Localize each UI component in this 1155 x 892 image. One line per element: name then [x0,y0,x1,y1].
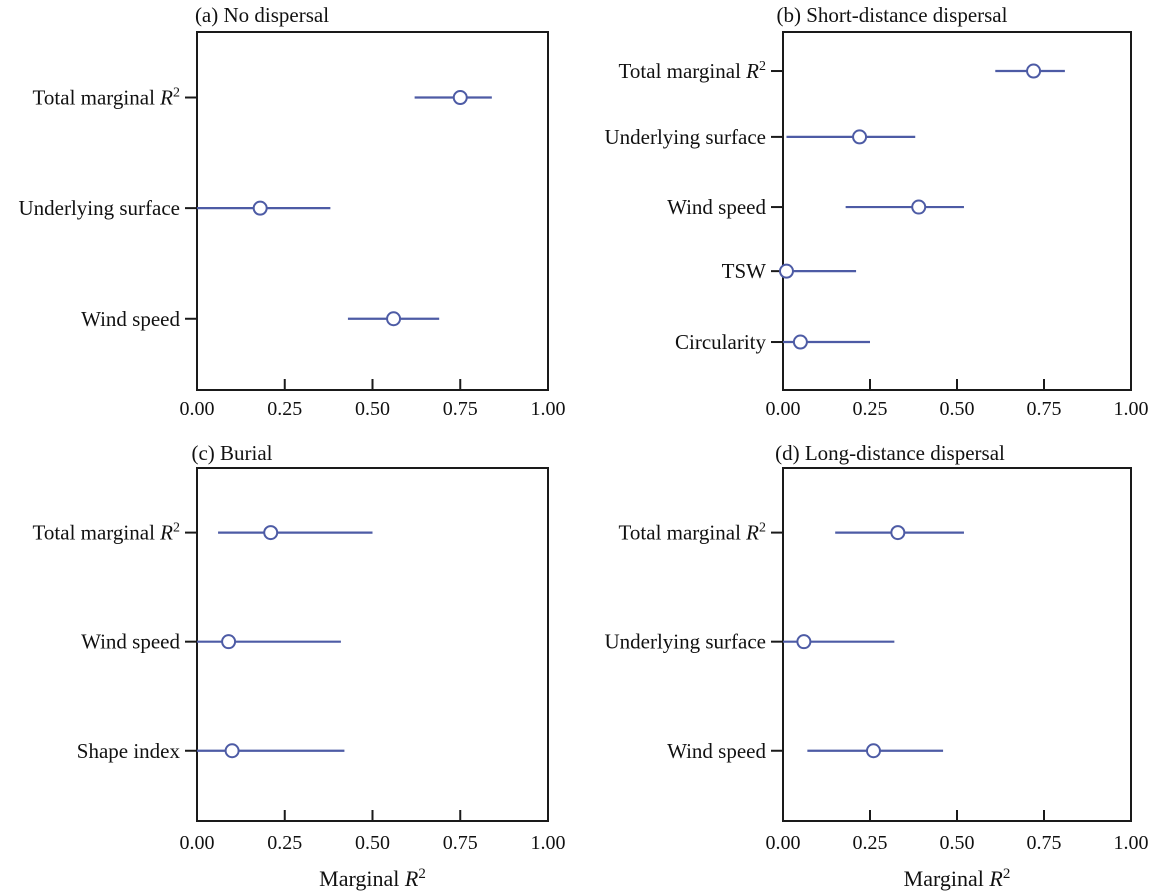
data-point [911,199,927,215]
panel-svg-d: (d) Long-distance dispersal 0.00 0.25 0.50 0… [604,441,1149,891]
x-tick-label: 0.50 [940,832,975,854]
x-tick-label: 0.75 [443,398,478,420]
category-label: Wind speed [667,739,766,763]
panel-title: (b) Short-distance dispersal [777,3,1008,27]
x-tick-label: 1.00 [531,832,566,854]
x-tick-label: 1.00 [1114,832,1149,854]
data-point [865,743,881,759]
category-label: TSW [722,259,767,283]
x-tick-label: 0.00 [180,398,215,420]
category-label: Total marginal R2 [33,86,180,110]
data-point [263,525,279,541]
x-tick-label: 0.25 [853,398,888,420]
data-point [386,311,402,327]
x-axis-label: Marginal R2 [904,866,1011,891]
x-tick-label: 1.00 [1114,398,1149,420]
x-tick-label: 0.00 [180,832,215,854]
x-axis-label: Marginal R2 [319,866,426,891]
plot-box [782,31,1132,391]
x-tick-label: 0.00 [766,832,801,854]
category-label: Total marginal R2 [619,521,766,545]
x-tick-label: 0.00 [766,398,801,420]
x-tick-label: 0.75 [1027,398,1062,420]
category-label: Circularity [675,330,766,354]
plot-box [782,467,1132,822]
data-point [852,129,868,145]
panel-title: (d) Long-distance dispersal [775,441,1005,465]
panel-burial: (c) Burial 0.00 0.25 0.50 0.75 1.00 Marginal R… [0,440,577,892]
category-label: Wind speed [81,307,180,331]
panel-long-distance-dispersal: (d) Long-distance dispersal 0.00 0.25 0.50 0… [578,440,1155,892]
data-point [796,634,812,650]
data-point [252,200,268,216]
plot-box [196,31,549,391]
x-tick-label: 0.50 [940,398,975,420]
x-tick-label: 0.50 [355,398,390,420]
category-label: Underlying surface [604,630,766,654]
category-label: Total marginal R2 [33,521,180,545]
x-tick-label: 0.25 [853,832,888,854]
data-point [792,334,808,350]
panel-svg-c: (c) Burial 0.00 0.25 0.50 0.75 1.00 Marginal R… [33,441,566,891]
data-point [452,90,468,106]
category-label: Total marginal R2 [619,59,766,83]
data-point [890,525,906,541]
x-tick-label: 0.25 [267,398,302,420]
x-tick-label: 0.75 [443,832,478,854]
panel-no-dispersal: (a) No dispersal 0.00 0.25 0.50 0.75 1.00 Tota… [0,0,577,440]
panel-svg-a: (a) No dispersal 0.00 0.25 0.50 0.75 1.00 Tota… [18,3,566,420]
panel-title: (c) Burial [191,441,272,465]
category-label: Underlying surface [604,125,766,149]
data-point [221,634,237,650]
panel-svg-b: (b) Short-distance dispersal 0.00 0.25 0.50… [604,3,1149,420]
category-label: Wind speed [81,630,180,654]
x-tick-label: 0.25 [267,832,302,854]
data-point [778,263,794,279]
category-label: Wind speed [667,195,766,219]
x-tick-label: 0.50 [355,832,390,854]
category-label: Shape index [77,739,181,763]
data-point [1026,63,1042,79]
x-tick-label: 0.75 [1027,832,1062,854]
x-tick-label: 1.00 [531,398,566,420]
panel-title: (a) No dispersal [195,3,329,27]
category-label: Underlying surface [18,196,180,220]
panel-short-distance-dispersal: (b) Short-distance dispersal 0.00 0.25 0.50… [578,0,1155,440]
data-point [224,743,240,759]
plot-box [196,467,549,822]
